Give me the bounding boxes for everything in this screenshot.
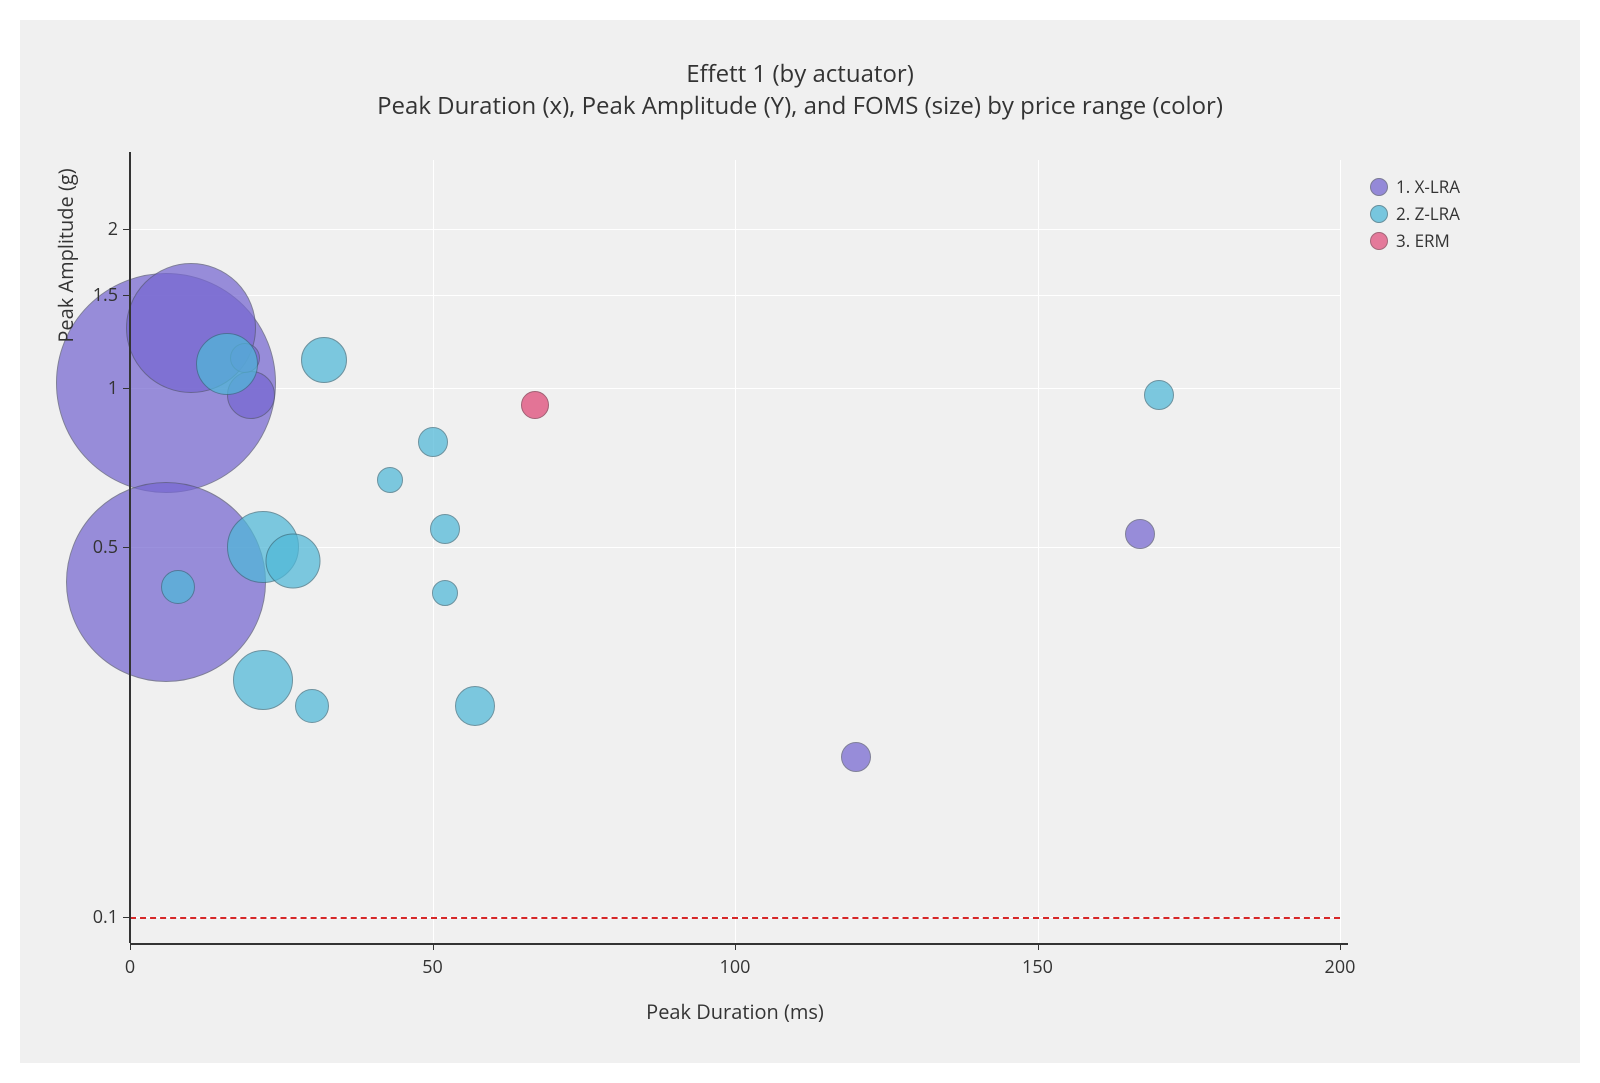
y-grid-line [130, 295, 1340, 296]
bubble-point[interactable] [266, 534, 321, 589]
plot-area [130, 160, 1340, 943]
legend-swatch [1370, 205, 1388, 223]
y-tick-label: 2 [80, 217, 118, 241]
x-tick-label: 0 [125, 955, 135, 979]
chart-title-block: Effett 1 (by actuator) Peak Duration (x)… [0, 58, 1600, 123]
legend: 1. X-LRA 2. Z-LRA 3. ERM [1370, 175, 1460, 256]
bubble-point[interactable] [521, 391, 549, 419]
x-tick-label: 200 [1325, 955, 1356, 979]
bubble-point[interactable] [295, 689, 329, 723]
x-grid-line [1038, 160, 1039, 943]
legend-swatch [1370, 232, 1388, 250]
x-tick-label: 50 [422, 955, 443, 979]
y-axis-title: Peak Amplitude (g) [52, 0, 79, 647]
y-tick-mark [123, 388, 130, 389]
y-tick-mark [123, 295, 130, 296]
bubble-point[interactable] [233, 650, 293, 710]
x-tick-mark [1038, 943, 1039, 950]
bubble-point[interactable] [301, 337, 347, 383]
y-tick-mark [123, 547, 130, 548]
x-tick-mark [130, 943, 131, 950]
legend-label: 1. X-LRA [1396, 175, 1460, 198]
legend-label: 3. ERM [1396, 229, 1450, 252]
x-tick-mark [1340, 943, 1341, 950]
x-grid-line [735, 160, 736, 943]
reference-line [130, 917, 1340, 919]
x-tick-mark [433, 943, 434, 950]
y-tick-label: 1 [80, 376, 118, 400]
y-grid-line [130, 229, 1340, 230]
bubble-point[interactable] [377, 467, 403, 493]
y-tick-label: 1.5 [80, 283, 118, 307]
x-grid-line [1340, 160, 1341, 943]
x-tick-mark [735, 943, 736, 950]
x-axis-title: Peak Duration (ms) [130, 998, 1340, 1025]
chart-title-line1: Effett 1 (by actuator) [0, 58, 1600, 90]
bubble-point[interactable] [1144, 380, 1174, 410]
x-axis-line [130, 943, 1348, 945]
bubble-point[interactable] [161, 570, 195, 604]
bubble-point[interactable] [196, 333, 258, 395]
bubble-point[interactable] [841, 742, 871, 772]
x-tick-label: 150 [1022, 955, 1053, 979]
x-tick-label: 100 [720, 955, 751, 979]
legend-item[interactable]: 1. X-LRA [1370, 175, 1460, 198]
bubble-point[interactable] [430, 514, 460, 544]
chart-title-line2: Peak Duration (x), Peak Amplitude (Y), a… [0, 90, 1600, 122]
legend-swatch [1370, 178, 1388, 196]
bubble-point[interactable] [432, 580, 458, 606]
y-tick-label: 0.5 [80, 535, 118, 559]
legend-item[interactable]: 3. ERM [1370, 229, 1460, 252]
y-tick-mark [123, 917, 130, 918]
bubble-chart: Effett 1 (by actuator) Peak Duration (x)… [0, 0, 1600, 1083]
bubble-point[interactable] [1125, 519, 1155, 549]
bubble-point[interactable] [455, 686, 495, 726]
legend-item[interactable]: 2. Z-LRA [1370, 202, 1460, 225]
x-grid-line [433, 160, 434, 943]
y-tick-label: 0.1 [80, 905, 118, 929]
legend-label: 2. Z-LRA [1396, 202, 1460, 225]
bubble-point[interactable] [418, 427, 448, 457]
y-tick-mark [123, 229, 130, 230]
